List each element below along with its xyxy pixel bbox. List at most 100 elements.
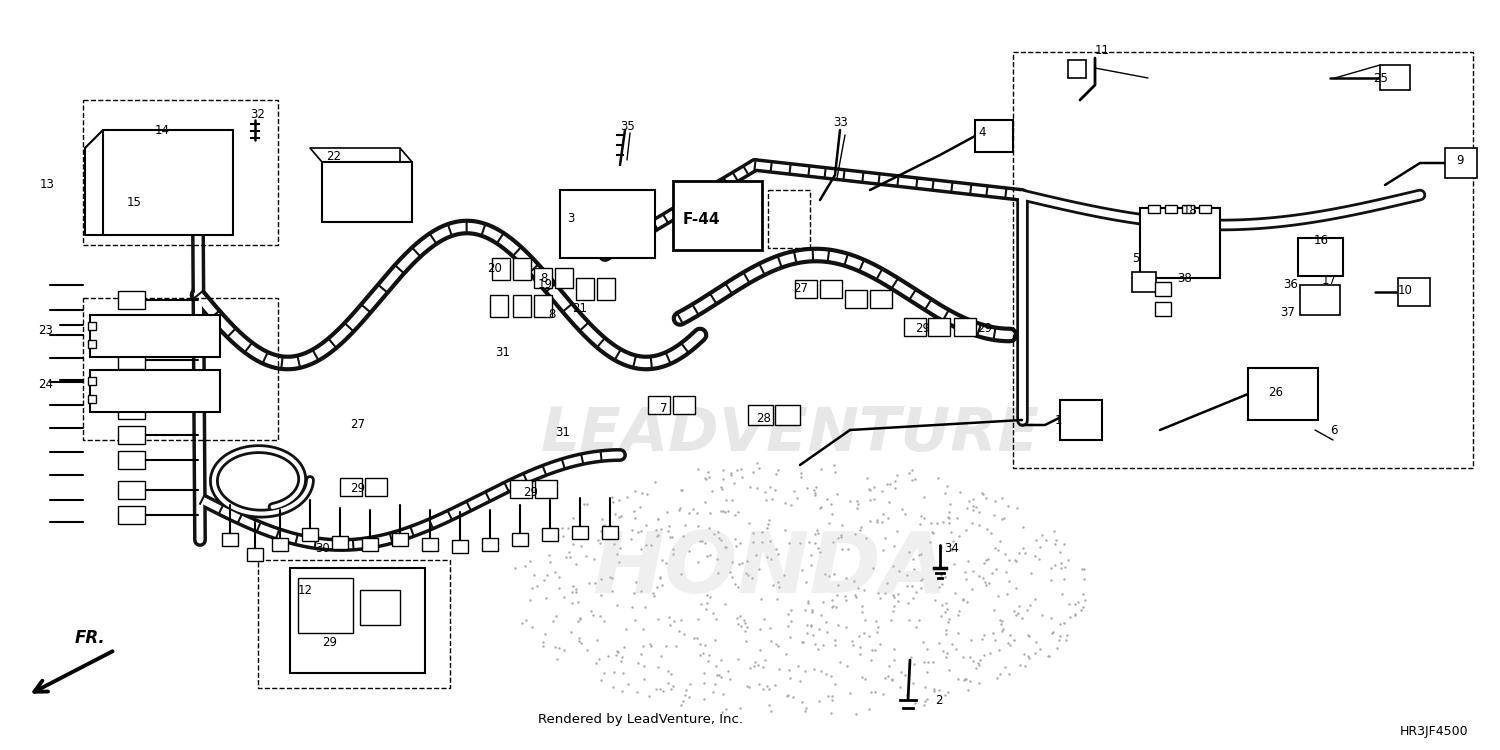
Bar [1380,65,1410,90]
Bar [821,280,842,298]
Text: 27: 27 [794,281,808,295]
Bar [602,526,618,539]
Text: 19: 19 [538,278,554,292]
Bar [272,538,288,551]
Text: 29: 29 [350,482,364,494]
Bar [1398,278,1429,306]
Bar [88,322,96,330]
Bar [534,268,552,288]
Bar [82,100,278,245]
Bar [118,401,146,419]
Bar [490,295,508,317]
Bar [534,295,552,317]
Text: 34: 34 [944,542,958,554]
Bar [422,538,438,551]
Bar [975,120,1012,152]
Bar [768,190,810,248]
Bar [392,533,408,546]
Text: 11: 11 [1095,44,1110,56]
Text: 2: 2 [934,694,942,706]
Text: 12: 12 [298,584,314,596]
Bar [1444,148,1478,178]
Bar [513,295,531,317]
Bar [258,560,450,688]
Bar [118,426,146,444]
Bar [1198,205,1210,213]
Bar [90,315,220,357]
Bar [748,405,772,425]
Bar [118,506,146,524]
Bar [542,528,558,541]
Bar [482,538,498,551]
Bar [222,533,238,546]
Bar [298,578,352,633]
Text: 17: 17 [1322,274,1336,286]
Text: 31: 31 [555,425,570,439]
Bar [90,370,220,412]
Text: 30: 30 [315,542,330,554]
Text: HONDA: HONDA [592,529,948,611]
Bar [536,480,556,498]
Bar [1298,238,1342,276]
Text: 35: 35 [620,121,634,134]
Text: 7: 7 [660,401,668,415]
Bar [492,258,510,280]
Text: 18: 18 [1184,203,1198,217]
Text: 28: 28 [756,412,771,424]
Text: 29: 29 [322,635,338,649]
Text: 15: 15 [128,196,142,209]
Text: 20: 20 [488,262,502,274]
Text: 3: 3 [567,211,574,224]
Bar [560,190,656,258]
Text: 22: 22 [326,151,340,164]
Text: 6: 6 [1330,424,1338,436]
Text: 29: 29 [976,322,992,334]
Text: 29: 29 [524,485,538,499]
Bar [1300,285,1340,315]
Bar [1060,400,1102,440]
Bar [1148,205,1160,213]
Text: 16: 16 [1314,233,1329,247]
Bar [88,377,96,385]
Text: 25: 25 [1372,71,1388,85]
Bar [1155,302,1172,316]
Bar [844,290,867,308]
Bar [512,533,528,546]
Bar [118,291,146,309]
Bar [360,590,401,625]
Bar [340,478,362,496]
Text: 10: 10 [1398,284,1413,296]
Bar [1166,205,1178,213]
Bar [1068,60,1086,78]
Text: 33: 33 [833,116,848,130]
Text: 13: 13 [40,178,56,191]
Text: F-44: F-44 [682,212,720,227]
Bar [118,481,146,499]
Text: 26: 26 [1268,386,1282,400]
Text: HR3JF4500: HR3JF4500 [1400,725,1468,739]
Text: 23: 23 [38,323,52,337]
Bar [452,540,468,553]
Text: 8: 8 [540,272,548,284]
Text: 36: 36 [1282,278,1298,292]
Bar [118,351,146,369]
Text: 4: 4 [978,125,986,139]
Bar [1132,272,1156,292]
Bar [88,340,96,348]
Text: Rendered by LeadVenture, Inc.: Rendered by LeadVenture, Inc. [537,713,742,727]
Text: 14: 14 [154,124,170,136]
Bar [104,130,232,235]
Bar [870,290,892,308]
Bar [904,318,926,336]
Text: 1: 1 [1054,413,1062,427]
Bar [322,162,413,222]
Bar [795,280,818,298]
Bar [576,278,594,300]
Bar [648,396,670,414]
Bar [1155,282,1172,296]
Bar [82,298,278,440]
Bar [597,278,615,300]
Bar [362,538,378,551]
Text: FR.: FR. [75,629,105,647]
Text: 29: 29 [915,322,930,334]
